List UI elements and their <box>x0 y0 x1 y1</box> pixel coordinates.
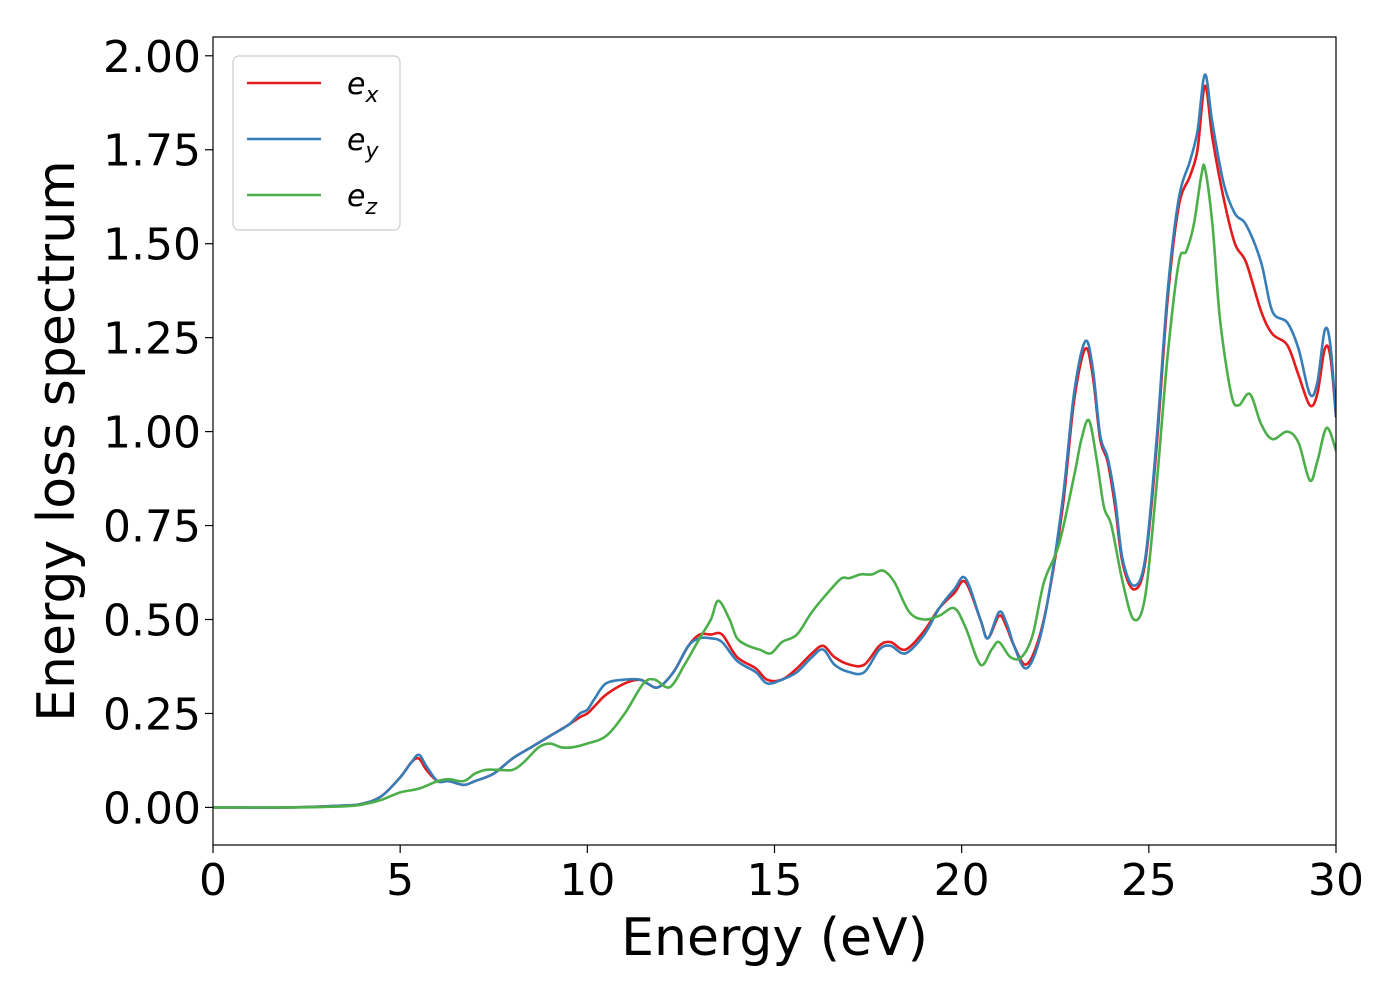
y-axis-label: Energy loss spectrum <box>27 160 87 722</box>
x-tick-label: 30 <box>1308 855 1364 906</box>
x-tick-label: 10 <box>559 855 615 906</box>
x-tick-label: 15 <box>747 855 803 906</box>
y-tick-label: 1.50 <box>103 220 201 271</box>
y-tick-label: 1.25 <box>103 314 201 365</box>
legend-label-z: ez <box>347 179 377 220</box>
legend-label-x: ex <box>347 67 379 108</box>
legend: ex ey ez <box>232 55 401 231</box>
x-axis-label: Energy (eV) <box>621 908 928 968</box>
x-tick-label: 25 <box>1121 855 1177 906</box>
legend-box <box>232 55 401 231</box>
y-tick-label: 0.25 <box>103 689 201 740</box>
series-line-e-z <box>213 163 1336 809</box>
x-tick-label: 5 <box>386 855 414 906</box>
y-tick-label: 0.00 <box>103 783 201 834</box>
y-tick-label: 1.75 <box>103 126 201 177</box>
y-tick-label: 1.00 <box>103 408 201 459</box>
legend-label-y: ey <box>347 123 379 164</box>
series-line-e-y <box>213 73 1336 809</box>
y-tick-label: 0.50 <box>103 596 201 647</box>
x-tick-label: 0 <box>199 855 227 906</box>
series-layer <box>213 73 1336 809</box>
x-axis-ticks: 0 5 10 15 20 25 30 <box>199 845 1364 906</box>
x-tick-label: 20 <box>934 855 990 906</box>
y-axis-ticks: 0.00 0.25 0.50 0.75 1.00 1.25 1.50 1.75 2.00 <box>103 32 213 834</box>
y-tick-label: 2.00 <box>103 32 201 83</box>
y-tick-label: 0.75 <box>103 502 201 553</box>
